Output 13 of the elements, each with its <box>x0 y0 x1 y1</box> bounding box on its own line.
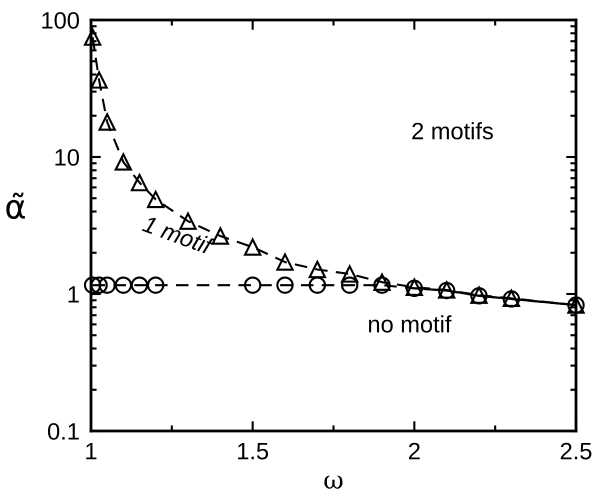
y-tick-label: 100 <box>42 12 79 29</box>
y-tick-label: 1 <box>68 286 79 303</box>
annotation: 2 motifs <box>412 122 493 140</box>
x-tick-label: 1 <box>86 442 96 460</box>
x-axis-title: ω <box>324 476 342 489</box>
x-tick-label: 2 <box>408 442 420 460</box>
annotation: 1 motif <box>142 214 216 256</box>
x-tick-label: 1.5 <box>238 442 268 460</box>
y-tick-label: 0.1 <box>48 423 79 440</box>
y-tick-label: 10 <box>55 149 79 166</box>
y-axis-title: α̃ <box>6 192 25 219</box>
x-tick-label: 2.5 <box>560 442 592 460</box>
annotation: no motif <box>369 315 452 333</box>
